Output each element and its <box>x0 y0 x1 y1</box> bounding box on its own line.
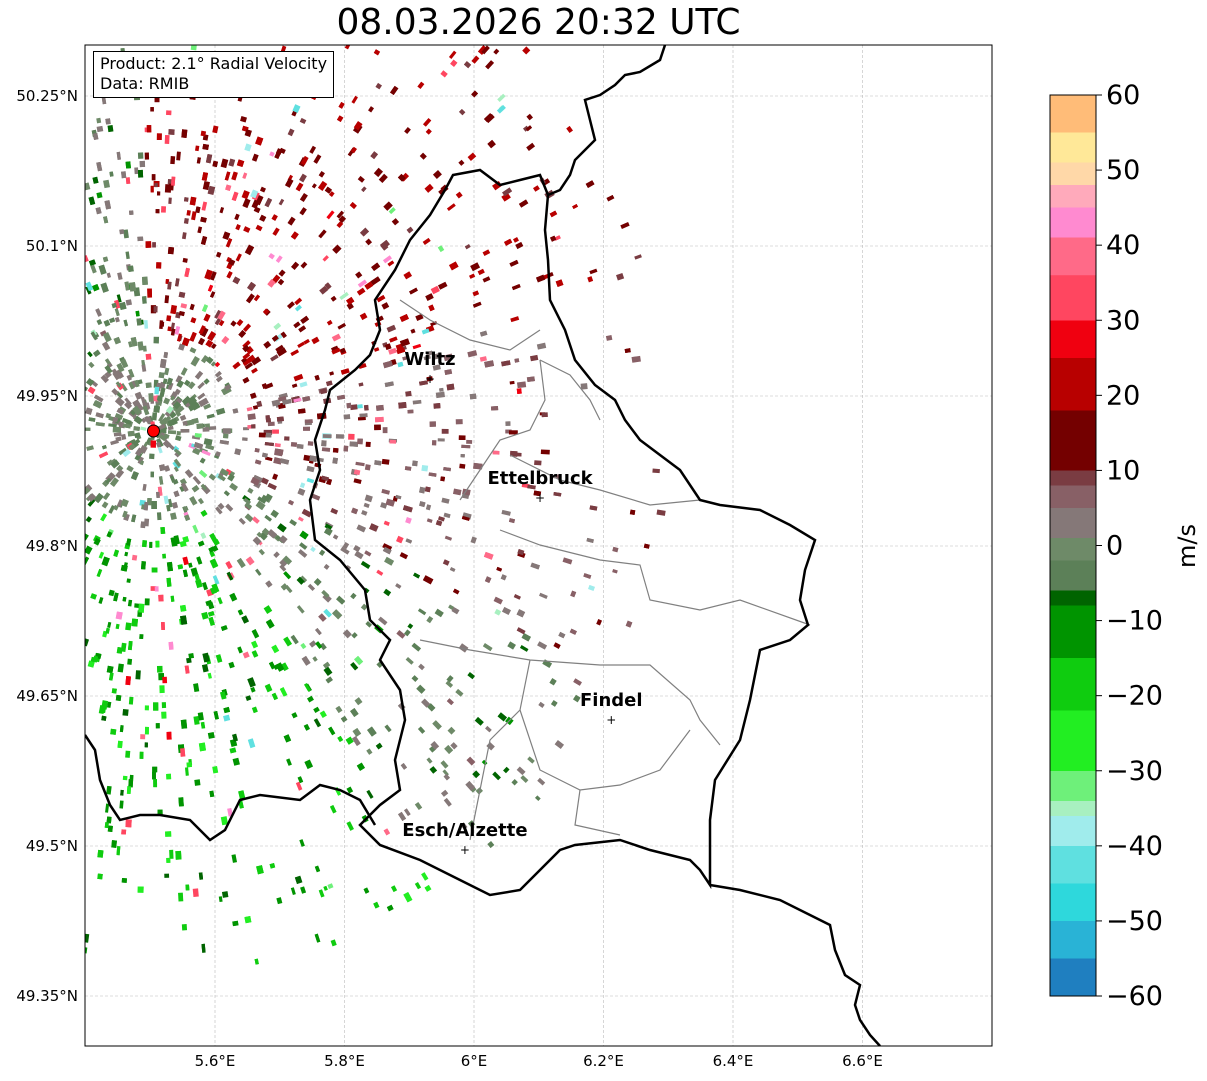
colorbar-tick-label: 50 <box>1106 155 1140 186</box>
lon-tick-label: 6.4°E <box>713 1052 754 1070</box>
colorbar-tick-label: 20 <box>1106 380 1140 411</box>
lon-tick-label: 6.6°E <box>842 1052 883 1070</box>
colorbar-tick-label: −20 <box>1106 681 1163 712</box>
svg-text:+: + <box>606 713 616 727</box>
lat-tick-label: 50.1°N <box>26 237 78 255</box>
colorbar-tick-label: 40 <box>1106 230 1140 261</box>
city-label: Wiltz <box>404 349 455 370</box>
axis-tick-labels: 50.25°N 50.1°N 49.95°N 49.8°N 49.65°N 49.5°N 4… <box>16 87 883 1070</box>
radar-velocity-field <box>85 45 666 965</box>
lat-tick-label: 49.5°N <box>26 837 78 855</box>
lon-tick-label: 5.6°E <box>195 1052 236 1070</box>
lat-tick-label: 49.35°N <box>16 987 78 1005</box>
canton-boundary <box>399 299 541 351</box>
city-label: Esch/Alzette <box>402 820 527 841</box>
city-markers: + Wiltz + Ettelbruck + Findel + Esch/Alzette <box>402 349 642 857</box>
product-info-box: Product: 2.1° Radial Velocity Data: RMIB <box>93 51 335 98</box>
city-marker: + Findel <box>580 690 643 727</box>
colorbar-tick-label: −10 <box>1106 606 1163 637</box>
plot-frame <box>84 44 993 1047</box>
colorbar-gradient <box>1049 94 1097 997</box>
colorbar-tick-label: −50 <box>1106 906 1163 937</box>
colorbar-tick-label: −30 <box>1106 756 1163 787</box>
colorbar-tick-label: −60 <box>1106 981 1163 1012</box>
lon-tick-label: 6.2°E <box>583 1052 624 1070</box>
country-borders <box>85 45 881 1046</box>
product-label: Product: 2.1° Radial Velocity <box>100 54 328 73</box>
svg-text:+: + <box>535 491 545 505</box>
city-marker: + Esch/Alzette <box>402 820 527 857</box>
city-marker: + Ettelbruck <box>487 468 593 505</box>
radar-site-marker <box>146 424 160 438</box>
colorbar-tick-label: −40 <box>1106 831 1163 862</box>
grid-lines <box>85 45 992 1046</box>
canton-boundary <box>539 359 601 421</box>
belgium-france-border <box>85 734 377 842</box>
canton-boundary <box>459 359 546 501</box>
colorbar: 60 50 40 30 20 10 0 −10 −20 −30 −40 −50 −60 m/s <box>1049 80 1201 1012</box>
colorbar-tick-label: 10 <box>1106 455 1140 486</box>
germany-border <box>709 883 881 1046</box>
lon-tick-label: 5.8°E <box>324 1052 365 1070</box>
city-marker: + Wiltz <box>404 349 455 386</box>
city-label: Findel <box>580 690 643 711</box>
colorbar-tick-label: 30 <box>1106 305 1140 336</box>
canton-boundary <box>509 454 701 506</box>
germany-border <box>547 45 667 197</box>
lat-tick-label: 49.65°N <box>16 687 78 705</box>
colorbar-tick-label: 0 <box>1106 531 1123 562</box>
map-plot-area[interactable] <box>85 45 992 1046</box>
canton-boundary <box>419 639 721 746</box>
city-label: Ettelbruck <box>487 468 593 489</box>
colorbar-label: m/s <box>1173 524 1201 568</box>
lon-tick-label: 6°E <box>461 1052 488 1070</box>
page-title: 08.03.2026 20:32 UTC <box>336 2 741 43</box>
canton-boundary <box>499 529 811 626</box>
lat-tick-label: 49.95°N <box>16 387 78 405</box>
svg-text:+: + <box>425 372 435 386</box>
canton-boundary <box>519 709 691 791</box>
canton-boundary <box>574 789 621 836</box>
canton-boundary <box>469 659 531 841</box>
svg-text:+: + <box>460 843 470 857</box>
colorbar-tick-label: 60 <box>1106 80 1140 111</box>
lat-tick-label: 49.8°N <box>26 537 78 555</box>
luxembourg-border <box>308 168 817 897</box>
data-source-label: Data: RMIB <box>100 74 190 93</box>
lat-tick-label: 50.25°N <box>16 87 78 105</box>
